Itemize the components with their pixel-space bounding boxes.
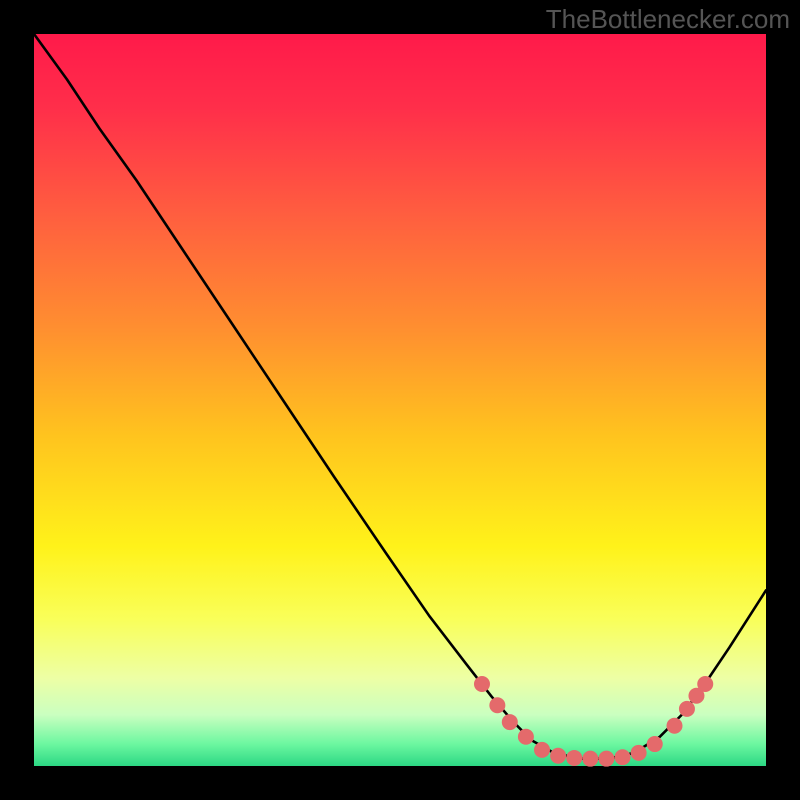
marker-point: [697, 676, 713, 692]
marker-point: [534, 742, 550, 758]
marker-point: [582, 751, 598, 767]
marker-point: [679, 701, 695, 717]
plot-area: [34, 34, 766, 766]
watermark-label: TheBottlenecker.com: [546, 4, 790, 35]
marker-point: [667, 718, 683, 734]
chart-container: TheBottlenecker.com: [0, 0, 800, 800]
marker-point: [566, 750, 582, 766]
bottleneck-chart: [0, 0, 800, 800]
marker-point: [631, 745, 647, 761]
marker-point: [474, 676, 490, 692]
marker-point: [502, 714, 518, 730]
marker-point: [615, 749, 631, 765]
marker-point: [518, 729, 534, 745]
marker-point: [598, 751, 614, 767]
marker-point: [647, 736, 663, 752]
marker-point: [489, 697, 505, 713]
marker-point: [550, 748, 566, 764]
